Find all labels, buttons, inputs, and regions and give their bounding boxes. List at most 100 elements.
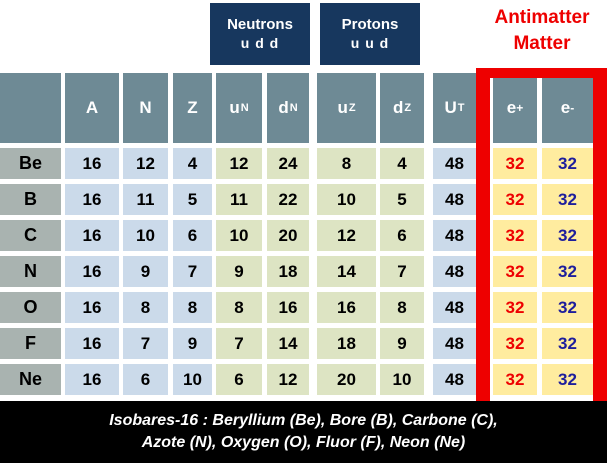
value-cell-Be-dN: 24 [267, 148, 309, 179]
value-cell-C-N: 10 [123, 220, 168, 251]
column-header-e_plus: e + [493, 73, 537, 143]
column-header-N: N [123, 73, 168, 143]
value-cell-C-uZ: 12 [317, 220, 376, 251]
value-cell-N-uZ: 14 [317, 256, 376, 287]
value-cell-O-uN: 8 [216, 292, 262, 323]
value-cell-B-dZ: 5 [380, 184, 424, 215]
value-cell-O-UT: 48 [433, 292, 476, 323]
value-cell-Ne-dZ: 10 [380, 364, 424, 395]
value-cell-Ne-e_plus: 32 [493, 364, 537, 395]
protons-quark-composition: u u d [350, 34, 390, 51]
value-cell-B-uZ: 10 [317, 184, 376, 215]
value-cell-Be-Z: 4 [173, 148, 212, 179]
table-row-O: O 16 8 8 8 16 16 8 48 32 32 [0, 292, 607, 323]
value-cell-B-dN: 22 [267, 184, 309, 215]
value-cell-N-uN: 9 [216, 256, 262, 287]
table-row-B: B 16 11 5 11 22 10 5 48 32 32 [0, 184, 607, 215]
neutrons-callout-box: Neutrons u d d [210, 3, 310, 65]
value-cell-O-A: 16 [65, 292, 119, 323]
value-cell-Ne-N: 6 [123, 364, 168, 395]
value-cell-N-N: 9 [123, 256, 168, 287]
value-cell-Be-N: 12 [123, 148, 168, 179]
caption-bar: Isobares-16 : Beryllium (Be), Bore (B), … [0, 401, 607, 463]
value-cell-F-A: 16 [65, 328, 119, 359]
value-cell-N-dZ: 7 [380, 256, 424, 287]
element-cell-C: C [0, 220, 61, 251]
antimatter-label: Antimatter [494, 7, 590, 28]
value-cell-F-UT: 48 [433, 328, 476, 359]
value-cell-F-e_minus: 32 [542, 328, 593, 359]
value-cell-Be-UT: 48 [433, 148, 476, 179]
value-cell-O-dN: 16 [267, 292, 309, 323]
table-row-Be: Be 16 12 4 12 24 8 4 48 32 32 [0, 148, 607, 179]
value-cell-Ne-dN: 12 [267, 364, 309, 395]
neutrons-quark-composition: u d d [240, 34, 280, 51]
value-cell-Ne-UT: 48 [433, 364, 476, 395]
caption-line-1: Isobares-16 : Beryllium (Be), Bore (B), … [109, 412, 498, 429]
value-cell-F-uZ: 18 [317, 328, 376, 359]
element-cell-Ne: Ne [0, 364, 61, 395]
value-cell-Be-uN: 12 [216, 148, 262, 179]
value-cell-C-dZ: 6 [380, 220, 424, 251]
value-cell-O-e_plus: 32 [493, 292, 537, 323]
value-cell-F-e_plus: 32 [493, 328, 537, 359]
element-cell-N: N [0, 256, 61, 287]
value-cell-Be-e_plus: 32 [493, 148, 537, 179]
value-cell-O-Z: 8 [173, 292, 212, 323]
value-cell-C-uN: 10 [216, 220, 262, 251]
value-cell-C-e_plus: 32 [493, 220, 537, 251]
value-cell-C-Z: 6 [173, 220, 212, 251]
value-cell-Ne-Z: 10 [173, 364, 212, 395]
table-row-N: N 16 9 7 9 18 14 7 48 32 32 [0, 256, 607, 287]
value-cell-B-e_plus: 32 [493, 184, 537, 215]
element-cell-B: B [0, 184, 61, 215]
value-cell-C-dN: 20 [267, 220, 309, 251]
table-row-F: F 16 7 9 7 14 18 9 48 32 32 [0, 328, 607, 359]
value-cell-C-A: 16 [65, 220, 119, 251]
value-cell-B-N: 11 [123, 184, 168, 215]
value-cell-N-e_plus: 32 [493, 256, 537, 287]
value-cell-Be-uZ: 8 [317, 148, 376, 179]
value-cell-Ne-uN: 6 [216, 364, 262, 395]
table-row-Ne: Ne 16 6 10 6 12 20 10 48 32 32 [0, 364, 607, 395]
protons-callout-box: Protons u u d [320, 3, 420, 65]
value-cell-Ne-e_minus: 32 [542, 364, 593, 395]
value-cell-Ne-A: 16 [65, 364, 119, 395]
element-cell-O: O [0, 292, 61, 323]
column-header-A: A [65, 73, 119, 143]
element-cell-F: F [0, 328, 61, 359]
value-cell-Ne-uZ: 20 [317, 364, 376, 395]
value-cell-N-Z: 7 [173, 256, 212, 287]
neutrons-title: Neutrons [227, 15, 293, 33]
matter-label: Matter [513, 33, 571, 54]
value-cell-F-uN: 7 [216, 328, 262, 359]
table-row-C: C 16 10 6 10 20 12 6 48 32 32 [0, 220, 607, 251]
value-cell-O-uZ: 16 [317, 292, 376, 323]
column-header-e_minus: e- [542, 73, 593, 143]
value-cell-C-e_minus: 32 [542, 220, 593, 251]
value-cell-F-N: 7 [123, 328, 168, 359]
value-cell-B-A: 16 [65, 184, 119, 215]
value-cell-N-UT: 48 [433, 256, 476, 287]
column-header-element [0, 73, 61, 143]
value-cell-O-e_minus: 32 [542, 292, 593, 323]
value-cell-Be-e_minus: 32 [542, 148, 593, 179]
value-cell-N-A: 16 [65, 256, 119, 287]
value-cell-F-dN: 14 [267, 328, 309, 359]
value-cell-B-uN: 11 [216, 184, 262, 215]
protons-title: Protons [341, 15, 399, 33]
value-cell-B-Z: 5 [173, 184, 212, 215]
value-cell-B-UT: 48 [433, 184, 476, 215]
value-cell-C-UT: 48 [433, 220, 476, 251]
value-cell-F-dZ: 9 [380, 328, 424, 359]
value-cell-N-e_minus: 32 [542, 256, 593, 287]
value-cell-B-e_minus: 32 [542, 184, 593, 215]
element-cell-Be: Be [0, 148, 61, 179]
